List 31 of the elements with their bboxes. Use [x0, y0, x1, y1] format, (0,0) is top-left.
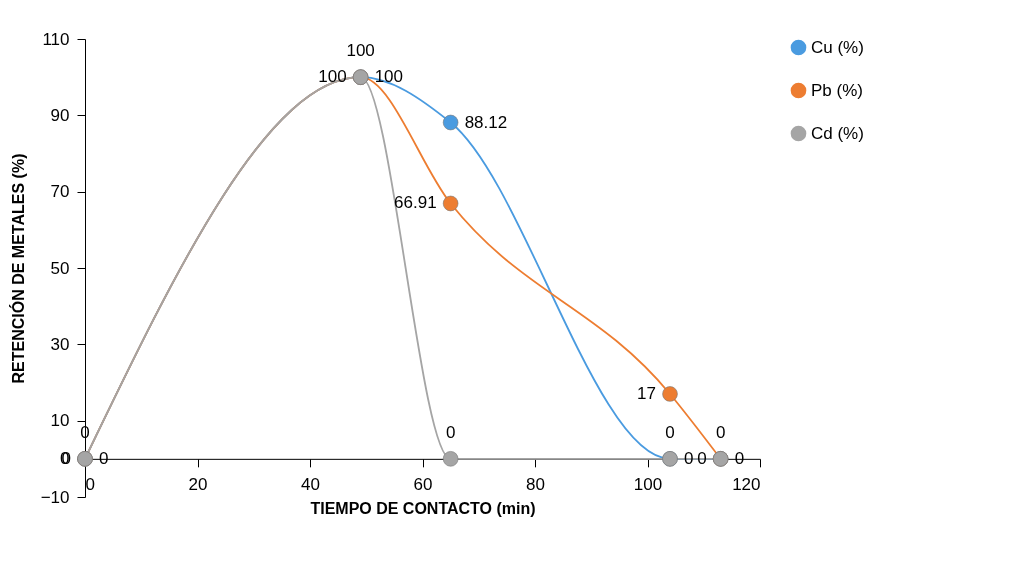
x-tick-label: 120 — [732, 475, 761, 495]
y-tick-label: 70 — [50, 182, 70, 202]
x-tick-label: 40 — [301, 475, 320, 495]
x-axis-title: TIEMPO DE CONTACTO (min) — [310, 500, 536, 518]
data-label: 0 — [715, 422, 726, 442]
y-tick-label: 110 — [42, 29, 70, 49]
legend-label: Pb (%) — [811, 80, 863, 100]
data-label: 0 — [665, 422, 675, 442]
x-tick-label: 100 — [633, 475, 663, 495]
y-tick-label: 30 — [50, 334, 70, 354]
x-tick-label: 20 — [188, 475, 208, 495]
data-label: 100 — [346, 41, 375, 61]
data-label: 0 — [445, 422, 456, 442]
y-axis-title: RETENCIÓN DE METALES (%) — [8, 153, 27, 384]
data-label: 88.12 — [464, 112, 508, 132]
y-tick-label: 0 — [60, 449, 70, 469]
data-label: 66.91 — [394, 193, 437, 213]
y-tick-label: 90 — [50, 105, 70, 125]
data-label: 0 — [684, 448, 694, 468]
x-tick-label: 60 — [413, 475, 433, 495]
data-label: 17 — [637, 383, 656, 403]
y-tick-label: 50 — [50, 258, 70, 278]
y-tick-label: 10 — [50, 411, 70, 431]
x-tick-label: 0 — [85, 475, 95, 495]
legend-label: Cd (%) — [811, 123, 864, 143]
data-label: 0 — [697, 448, 707, 468]
data-label: 100 — [318, 67, 347, 87]
legend-label: Cu (%) — [811, 37, 864, 57]
x-tick-label: 80 — [526, 475, 545, 495]
data-label: 100 — [374, 67, 403, 87]
y-tick-label: −10 — [40, 487, 70, 507]
